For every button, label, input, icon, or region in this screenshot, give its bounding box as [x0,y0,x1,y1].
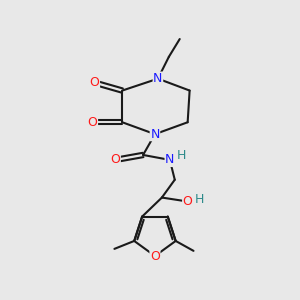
Text: O: O [150,250,160,262]
Text: H: H [177,149,186,162]
Text: O: O [110,153,120,167]
Text: O: O [88,116,98,129]
Text: O: O [90,76,100,89]
Text: H: H [195,193,204,206]
Text: N: N [165,153,175,167]
Text: N: N [153,72,163,85]
Text: O: O [183,195,193,208]
Text: N: N [150,128,160,141]
